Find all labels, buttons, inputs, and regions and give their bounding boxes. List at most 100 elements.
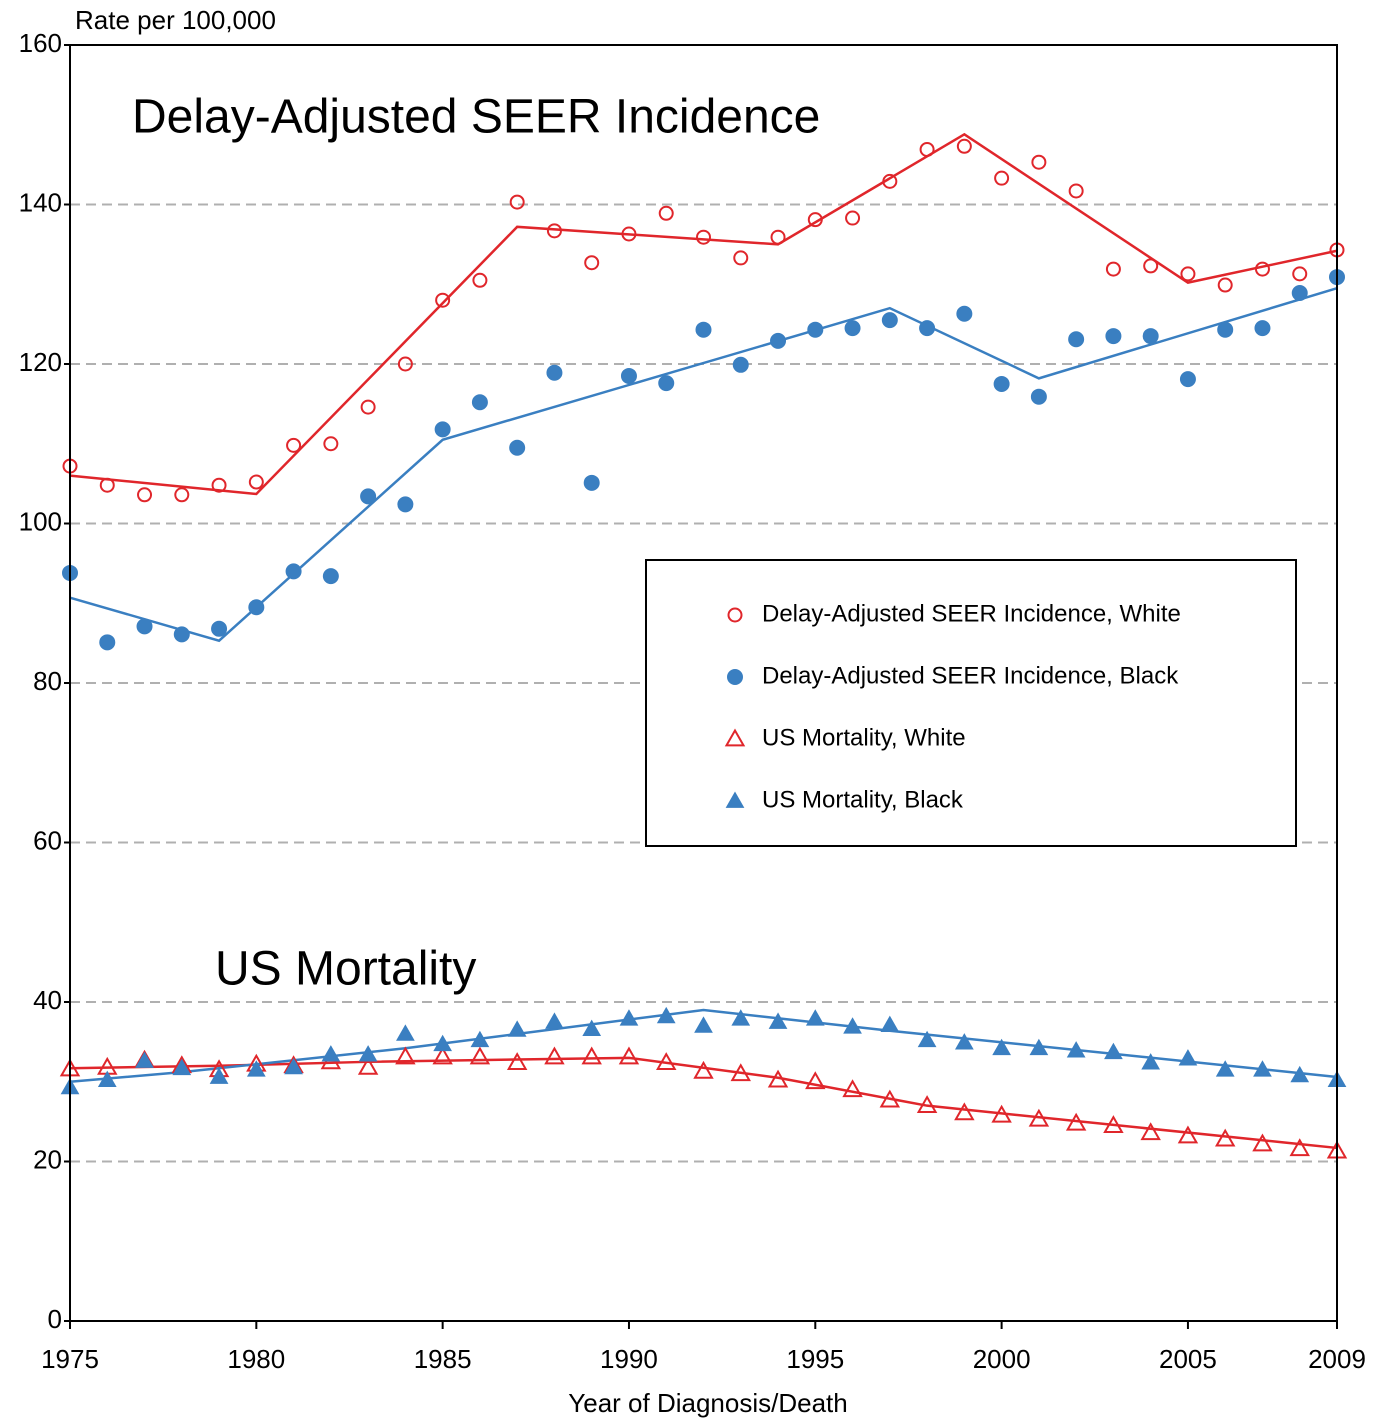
y-tick-label: 120 <box>19 347 62 377</box>
marker <box>656 1006 676 1024</box>
marker <box>1289 1138 1310 1157</box>
y-tick-label: 40 <box>33 985 62 1015</box>
marker <box>725 791 745 808</box>
marker <box>397 496 414 513</box>
marker <box>1254 261 1270 277</box>
trend-line <box>69 1056 1338 1150</box>
marker <box>174 487 190 503</box>
marker <box>770 229 786 245</box>
marker <box>509 194 525 210</box>
marker <box>696 229 711 245</box>
marker <box>1141 1053 1161 1070</box>
marker <box>693 1060 714 1079</box>
marker <box>358 1045 378 1062</box>
marker <box>173 626 190 643</box>
marker <box>507 1020 527 1037</box>
marker <box>954 1102 975 1121</box>
marker <box>1140 1122 1161 1141</box>
marker <box>1215 1060 1235 1077</box>
marker <box>546 364 563 381</box>
marker <box>656 1052 677 1070</box>
marker <box>581 1046 602 1065</box>
trend-line <box>69 287 1338 643</box>
marker <box>733 250 749 266</box>
marker <box>322 568 339 585</box>
marker <box>360 488 377 505</box>
marker <box>544 1046 565 1065</box>
marker <box>843 1017 862 1034</box>
marker <box>1180 266 1196 282</box>
marker <box>1177 1125 1199 1144</box>
marker <box>1217 321 1234 338</box>
plot-frame <box>69 44 1338 1322</box>
y-tick-label: 100 <box>19 506 62 536</box>
marker <box>919 141 935 157</box>
marker <box>695 321 712 338</box>
marker <box>248 474 264 490</box>
y-tick-label: 20 <box>33 1144 62 1174</box>
marker <box>994 170 1010 186</box>
marker <box>807 321 824 338</box>
y-tick-label: 140 <box>19 187 62 217</box>
marker <box>1253 1060 1272 1077</box>
marker <box>1143 258 1159 274</box>
marker <box>135 1051 154 1068</box>
marker <box>1104 1042 1123 1060</box>
marker <box>1029 1038 1049 1056</box>
marker <box>1290 1065 1310 1083</box>
marker <box>1065 1112 1087 1131</box>
marker <box>992 1038 1011 1056</box>
x-axis-label: Year of Diagnosis/Death <box>568 1388 847 1418</box>
marker <box>285 563 302 580</box>
y-tick-label: 160 <box>19 28 62 58</box>
marker <box>768 1012 788 1029</box>
marker <box>471 394 488 411</box>
marker <box>583 474 600 491</box>
marker <box>619 1009 639 1026</box>
marker <box>620 367 637 384</box>
marker <box>396 1024 415 1041</box>
marker <box>357 1056 379 1075</box>
marker <box>658 205 674 221</box>
marker <box>694 1016 713 1033</box>
marker <box>621 226 637 242</box>
grid <box>64 44 1338 1329</box>
marker <box>767 1069 789 1088</box>
marker <box>509 439 526 456</box>
marker <box>435 292 451 308</box>
y-tick-label: 80 <box>33 666 62 696</box>
marker <box>1068 183 1084 199</box>
marker <box>807 212 823 228</box>
marker <box>879 1089 901 1108</box>
marker <box>472 272 488 288</box>
marker <box>99 634 116 651</box>
marker <box>546 223 562 239</box>
y-tick-label: 60 <box>33 825 62 855</box>
marker <box>1031 154 1047 170</box>
marker <box>724 728 746 747</box>
x-tick-label: 2005 <box>1159 1344 1217 1374</box>
marker <box>916 1095 938 1114</box>
marker <box>432 1046 453 1065</box>
marker <box>286 437 302 453</box>
marker <box>172 1058 192 1076</box>
marker <box>99 477 115 493</box>
marker <box>731 1009 751 1026</box>
legend-box <box>645 559 1297 847</box>
marker <box>954 1033 974 1050</box>
marker <box>770 332 787 349</box>
marker <box>469 1046 491 1065</box>
marker <box>137 487 153 503</box>
marker <box>211 620 228 637</box>
marker <box>1252 1133 1273 1152</box>
marker <box>470 1030 490 1048</box>
marker <box>136 618 153 635</box>
marker <box>991 1104 1012 1123</box>
marker <box>730 1063 751 1082</box>
marker <box>246 1060 266 1077</box>
marker <box>209 1067 229 1084</box>
marker <box>321 1045 341 1062</box>
legend-label: Delay-Adjusted SEER Incidence, White <box>762 600 1181 627</box>
legend: Delay-Adjusted SEER Incidence, White Dela… <box>645 559 1297 847</box>
marker <box>956 305 973 322</box>
